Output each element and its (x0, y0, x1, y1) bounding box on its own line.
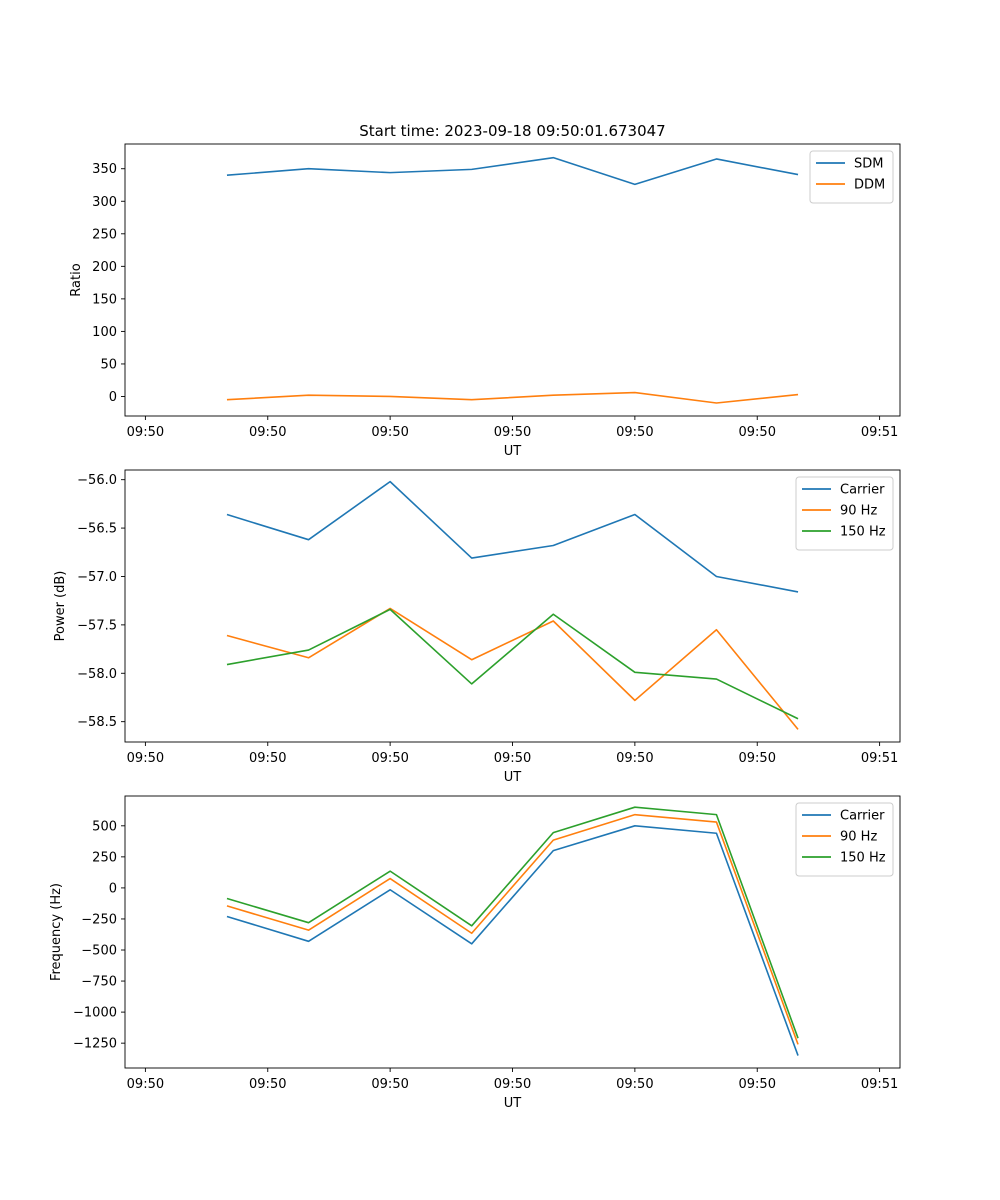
y-axis-label: Power (dB) (53, 571, 68, 642)
x-tick-label: 09:50 (494, 1077, 531, 1092)
x-axis-label: UT (504, 1096, 522, 1111)
chart-panel-1: 09:50 09:50 09:50 09:50 09:50 09:50 09:51 0 50 10… (69, 143, 901, 459)
y-tick-label: −500 (81, 944, 117, 959)
y-tick-label: 50 (100, 357, 117, 372)
legend-label: 150 Hz (840, 851, 886, 866)
y-tick-label: −57.0 (77, 570, 117, 585)
series-line-ddm (226, 391, 799, 404)
series-line-90-hz (226, 607, 799, 730)
x-tick-label: 09:50 (739, 751, 776, 766)
x-tick-label: 09:50 (371, 1077, 408, 1092)
x-tick-label: 09:50 (127, 425, 164, 440)
x-tick-label: 09:51 (861, 425, 898, 440)
x-tick-label: 09:50 (616, 425, 653, 440)
x-axis-label: UT (504, 444, 522, 459)
series-line-carrier (226, 480, 799, 593)
y-tick-label: 300 (92, 195, 117, 210)
plot-area (125, 796, 900, 1068)
x-tick-label: 09:51 (861, 1077, 898, 1092)
legend-label: 90 Hz (840, 830, 877, 845)
x-tick-label: 09:51 (861, 751, 898, 766)
legend: SDM DDM (809, 150, 894, 204)
x-tick-label: 09:50 (371, 751, 408, 766)
x-tick-label: 09:50 (371, 425, 408, 440)
legend: Carrier 90 Hz 150 Hz (795, 802, 894, 877)
y-tick-label: 350 (92, 162, 117, 177)
y-tick-label: −57.5 (77, 618, 117, 633)
legend-label: DDM (854, 178, 885, 193)
y-tick-label: 150 (92, 292, 117, 307)
figure-title: Start time: 2023-09-18 09:50:01.673047 (359, 122, 665, 140)
series-line-sdm (226, 156, 799, 186)
series-line-90-hz (226, 813, 799, 1045)
x-tick-label: 09:50 (494, 425, 531, 440)
series-line-150-hz (226, 608, 799, 720)
x-tick-label: 09:50 (739, 425, 776, 440)
x-tick-label: 09:50 (127, 751, 164, 766)
x-axis-label: UT (504, 770, 522, 785)
legend-label: 90 Hz (840, 504, 877, 519)
x-tick-label: 09:50 (616, 751, 653, 766)
chart-panel-2: 09:50 09:50 09:50 09:50 09:50 09:50 09:51 −58.5… (53, 469, 901, 785)
y-tick-label: 0 (109, 390, 117, 405)
x-tick-label: 09:50 (616, 1077, 653, 1092)
y-tick-label: −58.0 (77, 667, 117, 682)
legend-box (809, 150, 894, 204)
x-tick-label: 09:50 (249, 1077, 286, 1092)
y-tick-label: −56.0 (77, 473, 117, 488)
series-line-150-hz (226, 806, 799, 1039)
legend-label: 150 Hz (840, 525, 886, 540)
y-tick-label: 250 (92, 850, 117, 865)
y-tick-label: −58.5 (77, 715, 117, 730)
plot-area (125, 470, 900, 742)
x-tick-label: 09:50 (249, 425, 286, 440)
chart-panels: 09:50 09:50 09:50 09:50 09:50 09:50 09:51 0 50 10… (49, 143, 901, 1111)
y-tick-label: 250 (92, 227, 117, 242)
y-axis-label: Frequency (Hz) (49, 883, 64, 981)
legend-label: Carrier (840, 809, 885, 824)
y-tick-label: −1000 (73, 1006, 117, 1021)
y-tick-label: −750 (81, 975, 117, 990)
y-axis-label: Ratio (69, 263, 84, 296)
y-tick-label: −1250 (73, 1037, 117, 1052)
y-tick-label: 200 (92, 260, 117, 275)
y-tick-label: 0 (109, 881, 117, 896)
chart-panel-3: 09:50 09:50 09:50 09:50 09:50 09:50 09:51 −1250… (49, 795, 901, 1111)
x-tick-label: 09:50 (127, 1077, 164, 1092)
x-tick-label: 09:50 (249, 751, 286, 766)
legend-label: Carrier (840, 483, 885, 498)
legend: Carrier 90 Hz 150 Hz (795, 476, 894, 551)
y-tick-label: 100 (92, 325, 117, 340)
series-line-carrier (226, 825, 799, 1056)
y-tick-label: 500 (92, 819, 117, 834)
y-tick-label: −250 (81, 912, 117, 927)
x-tick-label: 09:50 (739, 1077, 776, 1092)
y-tick-label: −56.5 (77, 522, 117, 537)
legend-label: SDM (854, 157, 883, 172)
plot-area (125, 144, 900, 416)
x-tick-label: 09:50 (494, 751, 531, 766)
